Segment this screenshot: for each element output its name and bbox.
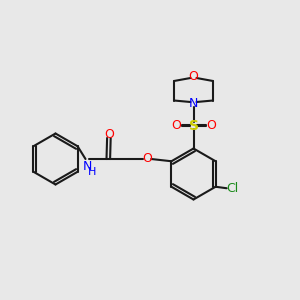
Text: H: H [88,167,96,177]
Text: N: N [189,97,198,110]
Text: O: O [189,70,198,83]
Text: N: N [83,160,93,173]
Text: O: O [206,119,216,132]
Text: O: O [142,152,152,166]
Text: S: S [188,119,199,133]
Text: O: O [171,119,181,132]
Text: Cl: Cl [226,182,238,195]
Text: O: O [104,128,114,141]
